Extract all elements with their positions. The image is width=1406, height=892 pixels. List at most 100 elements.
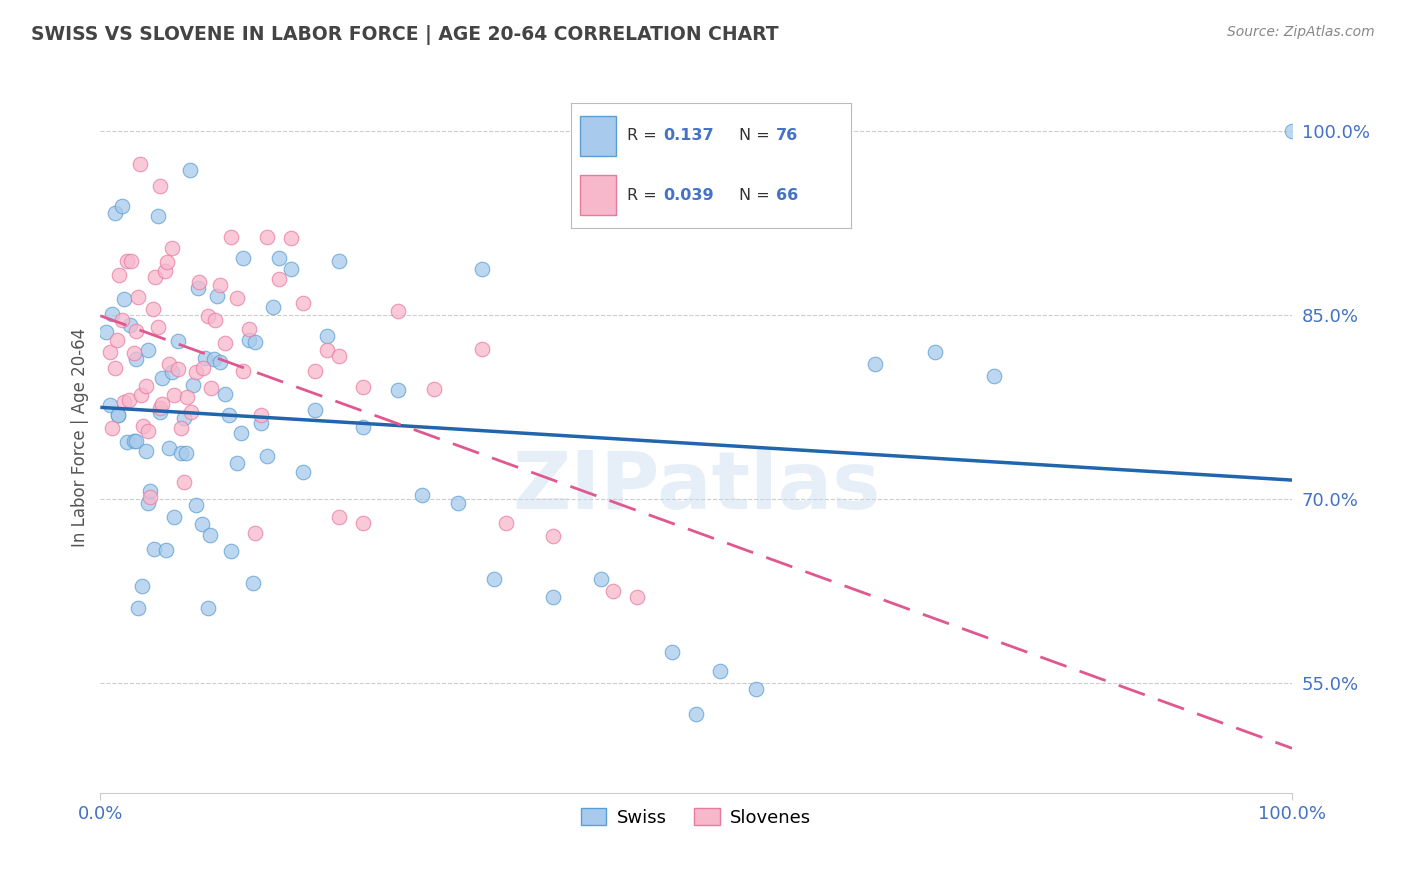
Point xyxy=(208,277,231,292)
Point xyxy=(108,268,131,282)
Point xyxy=(146,319,169,334)
Point xyxy=(131,579,153,593)
Point xyxy=(541,590,564,604)
Point xyxy=(181,377,204,392)
Point xyxy=(661,645,683,659)
Point xyxy=(863,357,886,371)
Point xyxy=(173,410,195,425)
Point xyxy=(142,301,165,316)
Point xyxy=(256,230,278,244)
Point xyxy=(214,387,236,401)
Point xyxy=(129,388,152,402)
Point xyxy=(328,349,350,363)
Point xyxy=(105,333,128,347)
Point xyxy=(179,162,201,177)
Point xyxy=(122,434,145,448)
Point xyxy=(163,510,186,524)
Point xyxy=(202,352,225,367)
Point xyxy=(115,435,138,450)
Point xyxy=(238,322,260,336)
Point xyxy=(136,424,159,438)
Point xyxy=(170,446,193,460)
Point xyxy=(602,584,624,599)
Point xyxy=(176,390,198,404)
Point xyxy=(125,434,148,448)
Point xyxy=(208,354,231,368)
Point xyxy=(242,575,264,590)
Point xyxy=(149,404,172,418)
Point xyxy=(160,241,183,255)
Point xyxy=(541,529,564,543)
Point xyxy=(411,488,433,502)
Point xyxy=(188,276,211,290)
Point xyxy=(122,345,145,359)
Point xyxy=(111,199,134,213)
Point xyxy=(352,380,374,394)
Point xyxy=(98,344,121,359)
Point xyxy=(387,384,409,398)
Point xyxy=(495,516,517,531)
Point xyxy=(125,324,148,338)
Point xyxy=(139,483,162,498)
Point xyxy=(139,490,162,504)
Point xyxy=(111,313,134,327)
Point xyxy=(166,362,188,376)
Point xyxy=(315,343,337,357)
Text: Source: ZipAtlas.com: Source: ZipAtlas.com xyxy=(1227,25,1375,39)
Point xyxy=(387,303,409,318)
Point xyxy=(166,334,188,348)
Point xyxy=(352,419,374,434)
Point xyxy=(136,496,159,510)
Point xyxy=(150,397,173,411)
Point xyxy=(197,601,219,615)
Point xyxy=(160,365,183,379)
Point xyxy=(291,296,314,310)
Point xyxy=(482,572,505,586)
Point xyxy=(262,300,284,314)
Point xyxy=(184,498,207,512)
Point xyxy=(107,409,129,423)
Point xyxy=(589,572,612,586)
Point xyxy=(250,416,273,430)
Point xyxy=(115,254,138,268)
Point xyxy=(125,352,148,367)
Point xyxy=(173,475,195,489)
Point xyxy=(471,262,494,277)
Point xyxy=(205,289,228,303)
Point xyxy=(98,398,121,412)
Point xyxy=(107,409,129,423)
Point xyxy=(983,369,1005,384)
Point xyxy=(104,206,127,220)
Point xyxy=(218,409,240,423)
Point xyxy=(163,387,186,401)
Point xyxy=(120,318,142,332)
Point xyxy=(184,365,207,379)
Point xyxy=(143,270,166,285)
Point xyxy=(232,364,254,378)
Point xyxy=(256,449,278,463)
Point xyxy=(328,510,350,524)
Point xyxy=(159,357,181,371)
Point xyxy=(447,496,470,510)
Point xyxy=(194,351,217,366)
Point xyxy=(120,254,142,268)
Point xyxy=(280,262,302,277)
Point xyxy=(198,528,221,542)
Text: ZIPatlas: ZIPatlas xyxy=(512,449,880,526)
Point xyxy=(232,251,254,265)
Legend: Swiss, Slovenes: Swiss, Slovenes xyxy=(574,801,818,834)
Point xyxy=(214,336,236,351)
Point xyxy=(132,419,155,434)
Point xyxy=(155,542,177,557)
Point xyxy=(291,466,314,480)
Point xyxy=(101,421,124,435)
Point xyxy=(471,342,494,356)
Point xyxy=(924,344,946,359)
Point xyxy=(96,325,118,339)
Point xyxy=(221,544,243,558)
Point xyxy=(112,395,135,409)
Text: SWISS VS SLOVENE IN LABOR FORCE | AGE 20-64 CORRELATION CHART: SWISS VS SLOVENE IN LABOR FORCE | AGE 20… xyxy=(31,25,779,45)
Point xyxy=(127,290,149,304)
Point xyxy=(280,231,302,245)
Point xyxy=(190,516,212,531)
